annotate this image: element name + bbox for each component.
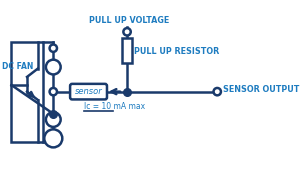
- Circle shape: [46, 60, 61, 74]
- Text: PULL UP VOLTAGE: PULL UP VOLTAGE: [88, 16, 169, 25]
- Text: SENSOR OUTPUT: SENSOR OUTPUT: [223, 85, 299, 94]
- Bar: [11, 42, 43, 142]
- Circle shape: [46, 112, 61, 127]
- Circle shape: [50, 44, 57, 52]
- Text: sensor: sensor: [75, 87, 102, 96]
- Text: PULL UP RESISTOR: PULL UP RESISTOR: [134, 47, 219, 56]
- Circle shape: [123, 28, 131, 36]
- Circle shape: [44, 129, 62, 147]
- Text: Ic = 10 mA max: Ic = 10 mA max: [84, 102, 146, 111]
- Circle shape: [50, 88, 57, 95]
- Text: -: -: [51, 132, 56, 145]
- Text: +: +: [49, 62, 58, 72]
- FancyBboxPatch shape: [70, 84, 107, 99]
- Circle shape: [214, 88, 221, 95]
- Bar: [122, 38, 132, 63]
- Text: DC FAN: DC FAN: [2, 62, 34, 71]
